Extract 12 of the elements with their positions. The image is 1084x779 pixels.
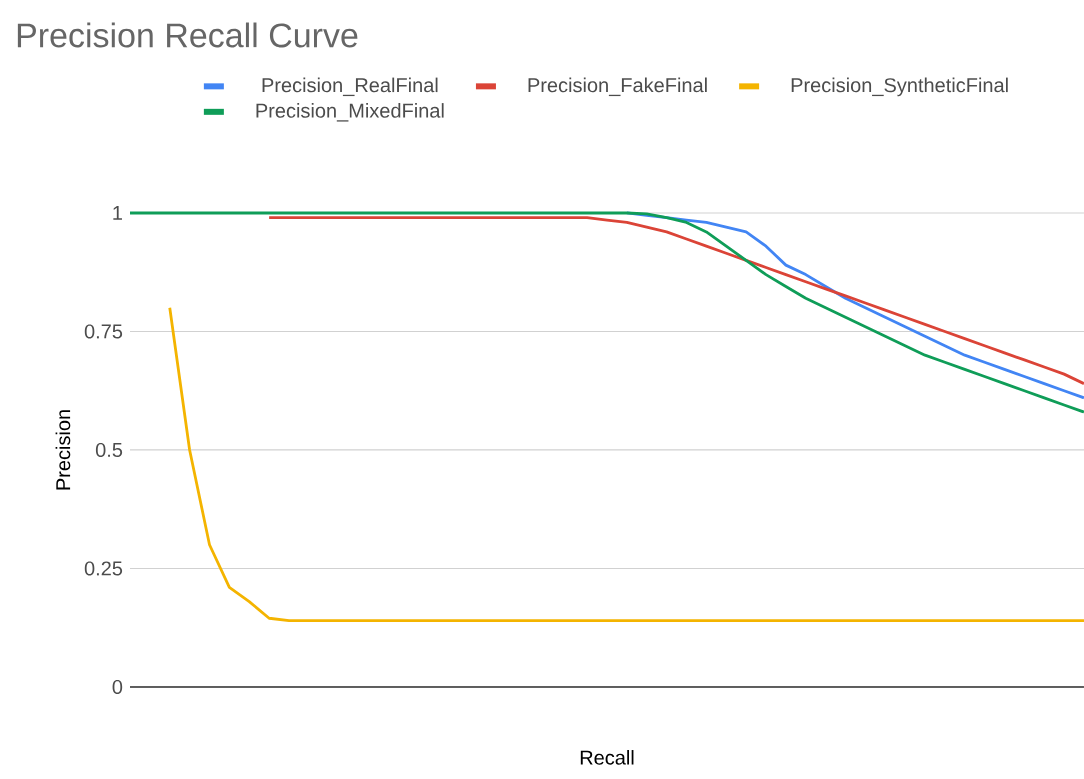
- y-tick-label: 0: [112, 679, 123, 695]
- y-tick-label: 1: [113, 206, 122, 220]
- legend-label: Precision_FakeFinal: [528, 77, 707, 97]
- y-axis-title: Precision: [55, 410, 71, 490]
- legend-label: Precision_RealFinal: [262, 77, 438, 97]
- y-tick-label: 0.25: [84, 561, 123, 576]
- y-tick-label: 0.75: [84, 324, 123, 339]
- legend-label: Precision_MixedFinal: [256, 103, 444, 122]
- x-axis-title: Recall: [580, 750, 634, 765]
- y-tick-label: 0.5: [95, 442, 123, 458]
- legend-label: Precision_SyntheticFinal: [791, 77, 1008, 97]
- chart-title: Precision Recall Curve: [17, 22, 358, 48]
